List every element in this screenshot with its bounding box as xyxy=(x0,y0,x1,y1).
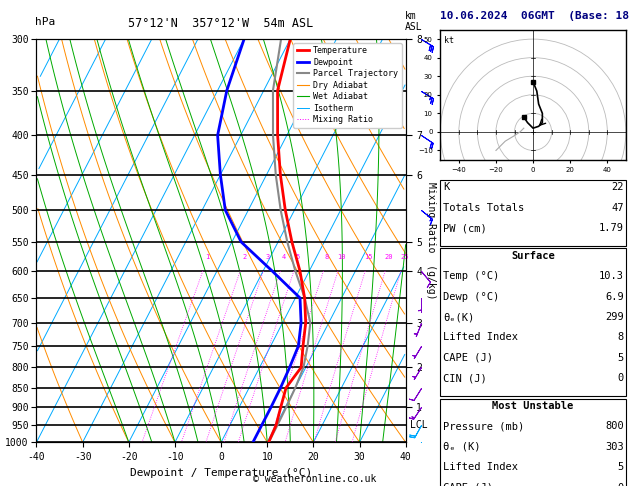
Text: Most Unstable: Most Unstable xyxy=(493,401,574,411)
Text: Lifted Index: Lifted Index xyxy=(443,332,518,343)
Text: 6.9: 6.9 xyxy=(605,292,624,302)
Text: LCL: LCL xyxy=(410,420,428,430)
Text: 0: 0 xyxy=(618,483,624,486)
Text: 15: 15 xyxy=(364,254,373,260)
Text: hPa: hPa xyxy=(35,17,55,27)
Text: CAPE (J): CAPE (J) xyxy=(443,353,493,363)
Text: Surface: Surface xyxy=(511,251,555,261)
Text: 20: 20 xyxy=(384,254,392,260)
Text: 299: 299 xyxy=(605,312,624,322)
Text: kt: kt xyxy=(444,36,454,45)
Text: 4: 4 xyxy=(282,254,286,260)
Text: 1.79: 1.79 xyxy=(599,223,624,233)
Text: K: K xyxy=(443,182,450,192)
Text: 800: 800 xyxy=(605,421,624,432)
Text: 0: 0 xyxy=(618,373,624,383)
Text: 10: 10 xyxy=(337,254,346,260)
Text: 5: 5 xyxy=(618,353,624,363)
Text: 10.3: 10.3 xyxy=(599,271,624,281)
X-axis label: Dewpoint / Temperature (°C): Dewpoint / Temperature (°C) xyxy=(130,468,312,478)
Text: 8: 8 xyxy=(618,332,624,343)
Text: 10.06.2024  06GMT  (Base: 18): 10.06.2024 06GMT (Base: 18) xyxy=(440,11,629,21)
Y-axis label: Mixing Ratio  (g/kg): Mixing Ratio (g/kg) xyxy=(426,182,436,299)
Text: Lifted Index: Lifted Index xyxy=(443,462,518,472)
Text: θₑ(K): θₑ(K) xyxy=(443,312,475,322)
Text: θₑ (K): θₑ (K) xyxy=(443,442,481,452)
Text: 303: 303 xyxy=(605,442,624,452)
Text: Dewp (°C): Dewp (°C) xyxy=(443,292,499,302)
Text: 5: 5 xyxy=(618,462,624,472)
Text: 1: 1 xyxy=(205,254,209,260)
Text: km: km xyxy=(405,11,417,21)
Text: Totals Totals: Totals Totals xyxy=(443,203,525,213)
Text: © weatheronline.co.uk: © weatheronline.co.uk xyxy=(253,473,376,484)
Text: 5: 5 xyxy=(296,254,300,260)
Text: 2: 2 xyxy=(242,254,247,260)
Text: 8: 8 xyxy=(325,254,329,260)
Legend: Temperature, Dewpoint, Parcel Trajectory, Dry Adiabat, Wet Adiabat, Isotherm, Mi: Temperature, Dewpoint, Parcel Trajectory… xyxy=(293,43,401,128)
Text: CIN (J): CIN (J) xyxy=(443,373,487,383)
Text: 25: 25 xyxy=(400,254,408,260)
Text: 47: 47 xyxy=(611,203,624,213)
Text: 57°12'N  357°12'W  54m ASL: 57°12'N 357°12'W 54m ASL xyxy=(128,17,313,30)
Text: 3: 3 xyxy=(265,254,269,260)
Text: CAPE (J): CAPE (J) xyxy=(443,483,493,486)
Text: Pressure (mb): Pressure (mb) xyxy=(443,421,525,432)
Text: ASL: ASL xyxy=(405,22,423,32)
Text: PW (cm): PW (cm) xyxy=(443,223,487,233)
Text: Temp (°C): Temp (°C) xyxy=(443,271,499,281)
Text: 22: 22 xyxy=(611,182,624,192)
